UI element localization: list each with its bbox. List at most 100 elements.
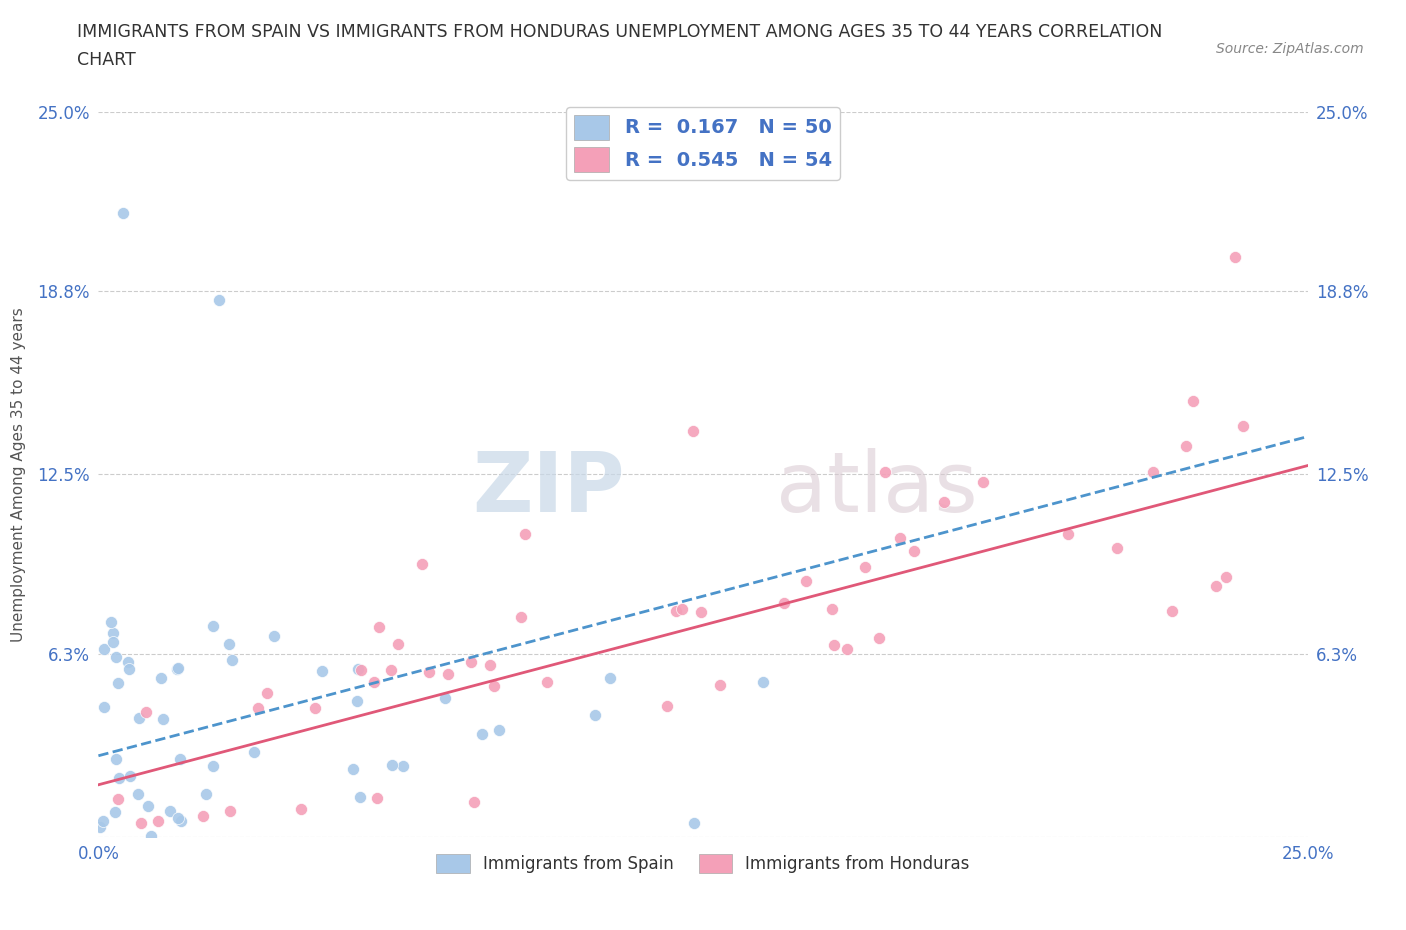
Point — [111, 206, 134, 220]
Point — [263, 629, 285, 644]
Y-axis label: Unemployment Among Ages 35 to 44 years: Unemployment Among Ages 35 to 44 years — [11, 307, 27, 642]
Point — [100, 615, 122, 630]
Point — [219, 804, 242, 819]
Point — [304, 700, 326, 715]
Point — [751, 674, 773, 689]
Point — [89, 819, 111, 834]
Point — [129, 816, 152, 830]
Text: ZIP: ZIP — [472, 448, 624, 529]
Point — [387, 636, 409, 651]
Point — [671, 602, 693, 617]
Point — [1215, 569, 1237, 584]
Point — [141, 829, 163, 844]
Point — [583, 708, 606, 723]
Point — [208, 293, 231, 308]
Point — [471, 727, 494, 742]
Point — [932, 495, 955, 510]
Point — [103, 635, 125, 650]
Point — [201, 759, 224, 774]
Point — [868, 631, 890, 645]
Point — [194, 787, 217, 802]
Point — [536, 675, 558, 690]
Point — [682, 423, 704, 438]
Point — [363, 674, 385, 689]
Point — [148, 814, 170, 829]
Point — [104, 804, 127, 819]
Point — [821, 602, 844, 617]
Point — [709, 678, 731, 693]
Point — [135, 705, 157, 720]
Point — [515, 527, 537, 542]
Point — [243, 745, 266, 760]
Point — [689, 605, 711, 620]
Legend: Immigrants from Spain, Immigrants from Honduras: Immigrants from Spain, Immigrants from H… — [430, 847, 976, 880]
Point — [683, 816, 706, 830]
Point — [107, 791, 129, 806]
Point — [346, 694, 368, 709]
Point — [392, 759, 415, 774]
Point — [484, 678, 506, 693]
Point — [159, 804, 181, 818]
Point — [381, 758, 404, 773]
Point — [91, 814, 114, 829]
Point — [350, 662, 373, 677]
Point — [773, 595, 796, 610]
Point — [1160, 604, 1182, 618]
Point — [166, 662, 188, 677]
Point — [108, 771, 131, 786]
Point — [599, 671, 621, 685]
Point — [1223, 249, 1246, 264]
Point — [853, 560, 876, 575]
Point — [509, 609, 531, 624]
Point — [463, 795, 485, 810]
Point — [488, 722, 510, 737]
Point — [873, 464, 896, 479]
Point — [167, 810, 190, 825]
Point — [93, 699, 115, 714]
Point — [436, 667, 458, 682]
Text: IMMIGRANTS FROM SPAIN VS IMMIGRANTS FROM HONDURAS UNEMPLOYMENT AMONG AGES 35 TO : IMMIGRANTS FROM SPAIN VS IMMIGRANTS FROM… — [77, 23, 1163, 41]
Point — [342, 762, 364, 777]
Point — [150, 671, 173, 685]
Point — [1181, 393, 1204, 408]
Point — [136, 799, 159, 814]
Point — [218, 636, 240, 651]
Point — [1105, 541, 1128, 556]
Point — [104, 649, 127, 664]
Point — [1232, 418, 1254, 433]
Point — [103, 625, 125, 640]
Point — [972, 474, 994, 489]
Point — [118, 768, 141, 783]
Text: Source: ZipAtlas.com: Source: ZipAtlas.com — [1216, 42, 1364, 56]
Point — [347, 662, 370, 677]
Point — [117, 661, 139, 676]
Point — [823, 638, 845, 653]
Point — [152, 711, 174, 726]
Point — [193, 809, 215, 824]
Point — [794, 574, 817, 589]
Text: CHART: CHART — [77, 51, 136, 69]
Point — [655, 698, 678, 713]
Point — [256, 685, 278, 700]
Point — [167, 661, 190, 676]
Point — [460, 655, 482, 670]
Point — [221, 652, 243, 667]
Point — [418, 665, 440, 680]
Point — [380, 662, 402, 677]
Point — [433, 691, 456, 706]
Point — [837, 642, 859, 657]
Point — [169, 751, 191, 766]
Point — [889, 531, 911, 546]
Point — [665, 604, 688, 618]
Point — [349, 790, 371, 804]
Point — [1057, 527, 1080, 542]
Point — [202, 618, 225, 633]
Text: atlas: atlas — [776, 448, 977, 529]
Point — [1174, 439, 1197, 454]
Point — [128, 711, 150, 725]
Point — [311, 664, 333, 679]
Point — [411, 557, 433, 572]
Point — [290, 802, 312, 817]
Point — [1142, 465, 1164, 480]
Point — [368, 619, 391, 634]
